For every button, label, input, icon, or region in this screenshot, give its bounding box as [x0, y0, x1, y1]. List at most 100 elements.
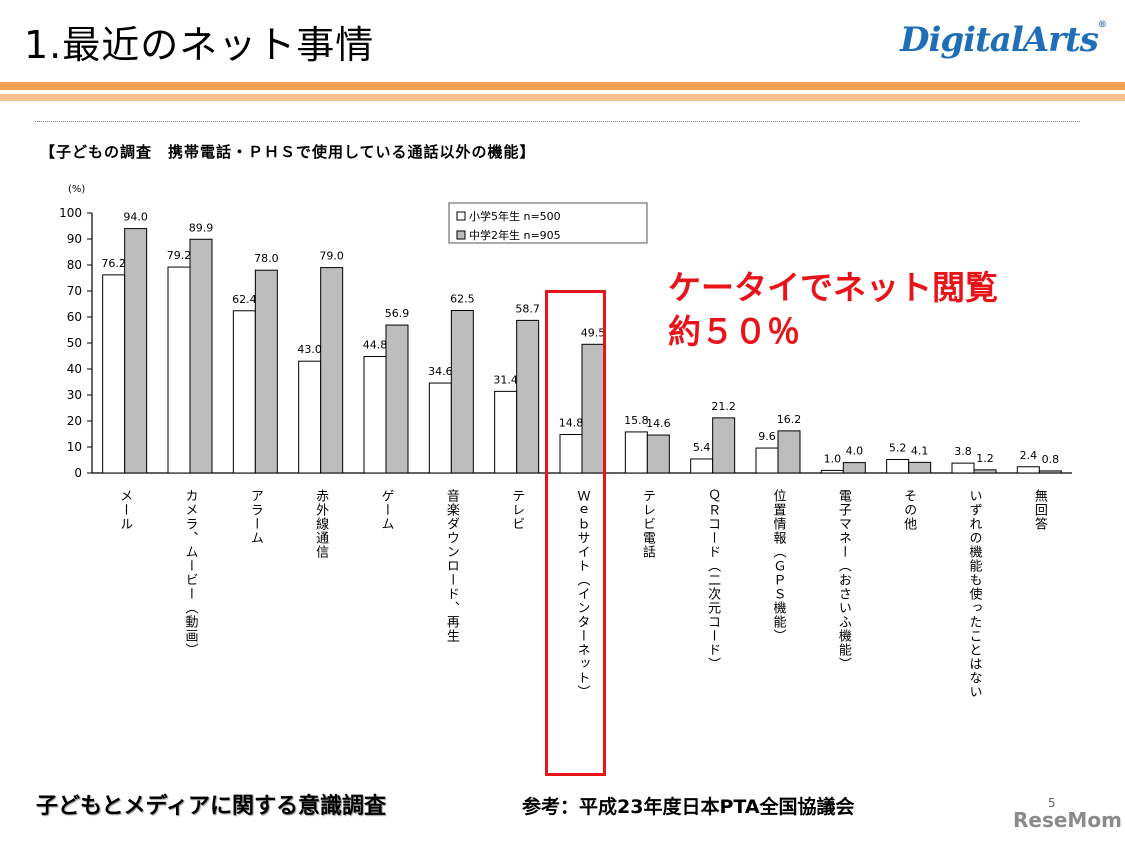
bar-value-label: 62.4	[232, 293, 257, 306]
callout: ケータイでネット閲覧 約５０％	[668, 266, 998, 354]
footer-source: 参考：平成23年度日本PTA全国協議会	[522, 796, 855, 818]
footer-survey-title: 子どもとメディアに関する意識調査	[36, 794, 387, 819]
legend-swatch	[456, 211, 466, 221]
bar	[886, 458, 910, 474]
bar	[1038, 470, 1062, 474]
bar-value-label: 31.4	[493, 373, 518, 386]
bar	[690, 458, 714, 474]
bar	[624, 431, 648, 474]
page-number: 5	[1048, 796, 1056, 810]
bar-value-label: 1.2	[976, 452, 994, 465]
y-tick-label: 90	[67, 232, 82, 246]
category-label: 無回答	[1032, 489, 1048, 531]
bar-value-label: 3.8	[954, 445, 972, 458]
bar	[494, 390, 518, 474]
y-tick-label: 20	[67, 414, 82, 428]
bar	[755, 447, 779, 474]
bar	[232, 310, 256, 474]
bar	[842, 462, 866, 474]
bar-value-label: 76.2	[101, 257, 126, 270]
bar-value-label: 94.0	[123, 211, 148, 224]
bar	[298, 360, 322, 474]
y-tick-label: 10	[67, 440, 82, 454]
legend-box	[448, 202, 648, 244]
bar-value-label: 4.0	[846, 445, 864, 458]
bar-value-label: 16.2	[777, 413, 802, 426]
category-label: Ｗｅｂサイト（インターネット）	[575, 489, 591, 699]
y-tick-label: 100	[59, 206, 82, 220]
bar-value-label: 5.2	[889, 441, 907, 454]
bar-value-label: 4.1	[911, 444, 929, 457]
bar	[124, 228, 148, 474]
dotted-divider	[35, 121, 1080, 122]
category-label: 音楽ダウンロード、再生	[444, 488, 460, 643]
bar-value-label: 14.6	[646, 417, 671, 430]
slide-title: 1.最近のネット事情	[24, 23, 375, 67]
category-label: メール	[117, 489, 132, 531]
bar-value-label: 9.6	[758, 430, 776, 443]
bar	[167, 266, 191, 474]
bar-value-label: 5.4	[693, 441, 711, 454]
y-tick-label: 0	[74, 466, 82, 480]
bar-value-label: 58.7	[515, 302, 540, 315]
bar-value-label: 1.0	[824, 452, 842, 465]
bar	[385, 324, 409, 474]
category-label: テレビ	[509, 489, 524, 531]
category-label: 位置情報（ＧＰＳ機能）	[771, 489, 787, 643]
y-tick-label: 40	[67, 362, 82, 376]
bar	[450, 310, 474, 474]
category-label: 赤外線通信	[313, 489, 329, 559]
bar-value-label: 15.8	[624, 414, 649, 427]
bar	[973, 469, 997, 474]
bar-value-label: 14.8	[559, 417, 584, 430]
bar-value-label: 62.5	[450, 293, 475, 306]
digitalarts-logo: DigitalArts®	[900, 20, 1107, 60]
bar	[712, 417, 736, 474]
legend-label: 中学2年生 n=905	[469, 228, 561, 242]
header-band-light	[0, 94, 1125, 101]
category-label: カメラ、ムービー（動画）	[183, 489, 199, 657]
logo-registered-mark: ®	[1097, 20, 1107, 30]
bar	[820, 469, 844, 474]
bar-value-label: 89.9	[189, 221, 214, 234]
bar-value-label: 56.9	[385, 307, 410, 320]
bar	[777, 430, 801, 474]
category-label: その他	[901, 489, 917, 531]
bar	[1016, 466, 1040, 474]
category-label: ＱＲコード（二次元コード）	[705, 489, 721, 671]
header-band-dark	[0, 82, 1125, 90]
category-label: いずれの機能も使ったことはない	[967, 489, 983, 699]
bar-value-label: 34.6	[428, 365, 453, 378]
y-tick-label: 30	[67, 388, 82, 402]
bar	[189, 238, 213, 474]
y-tick-label: 80	[67, 258, 82, 272]
bar	[646, 434, 670, 474]
category-label: 電子マネー（おさいふ機能）	[836, 489, 852, 671]
category-label: ゲーム	[379, 489, 395, 531]
bar-value-label: 43.0	[297, 343, 322, 356]
bar-value-label: 78.0	[254, 252, 279, 265]
bar-value-label: 79.0	[319, 250, 344, 263]
chart-title: 【子どもの調査 携帯電話・ＰＨＳで使用している通話以外の機能】	[40, 143, 536, 161]
bar	[951, 462, 975, 474]
bar-value-label: 49.5	[581, 326, 606, 339]
callout-line-2: 約５０％	[668, 312, 800, 351]
y-axis-unit-label: (%)	[68, 184, 85, 195]
bar-value-label: 79.2	[167, 249, 192, 262]
bar	[320, 267, 344, 474]
callout-line-1: ケータイでネット閲覧	[668, 268, 998, 307]
y-tick-label: 70	[67, 284, 82, 298]
bar	[516, 319, 540, 474]
logo-text: DigitalArts	[900, 20, 1099, 60]
category-label: テレビ電話	[640, 489, 656, 559]
y-tick-label: 60	[67, 310, 82, 324]
bar-value-label: 0.8	[1042, 453, 1060, 466]
y-tick-label: 50	[67, 336, 82, 350]
bar-value-label: 2.4	[1020, 449, 1038, 462]
bar	[428, 382, 452, 474]
legend-label: 小学5年生 n=500	[469, 209, 561, 223]
bar-value-label: 21.2	[711, 400, 736, 413]
highlight-box	[545, 290, 606, 776]
bar-value-label: 44.8	[363, 339, 388, 352]
